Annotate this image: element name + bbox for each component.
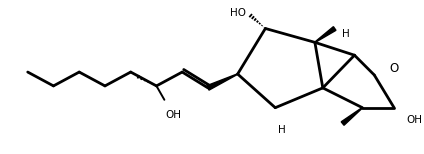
Polygon shape — [341, 107, 363, 125]
Polygon shape — [207, 74, 238, 90]
Text: HO: HO — [229, 8, 245, 18]
Text: O: O — [389, 62, 399, 75]
Text: H: H — [342, 29, 349, 39]
Text: H: H — [278, 125, 286, 135]
Text: OH: OH — [165, 110, 181, 120]
Text: OH: OH — [406, 115, 422, 125]
Polygon shape — [315, 27, 336, 43]
